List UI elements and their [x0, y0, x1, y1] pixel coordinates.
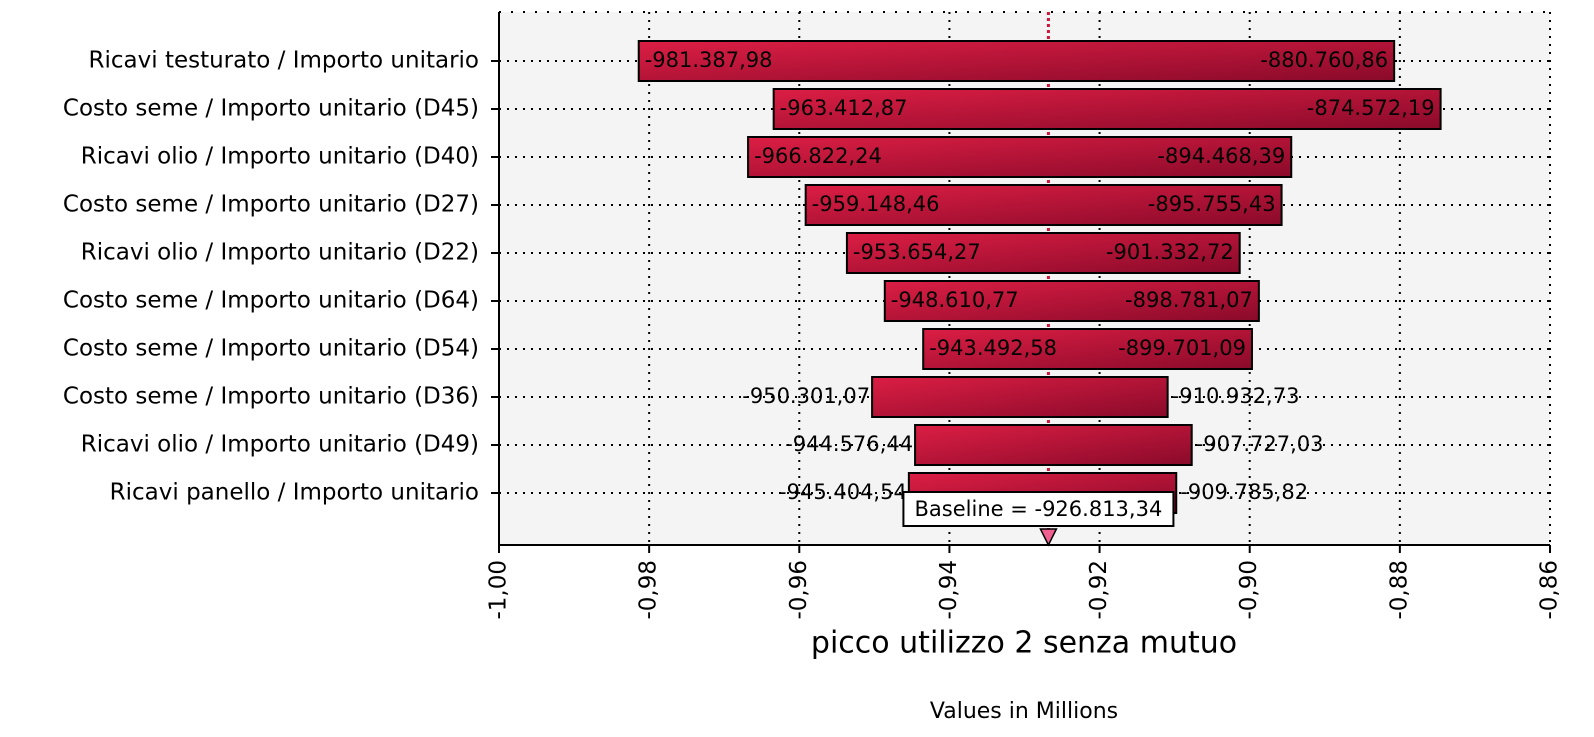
x-tick-label: -0,98 [636, 560, 662, 620]
value-label: -959.148,46 [812, 192, 940, 216]
value-label: -953.654,27 [853, 240, 981, 264]
y-tick-label: Ricavi testurato / Importo unitario [89, 48, 479, 74]
bar [922, 328, 1253, 370]
x-axis-title: picco utilizzo 2 senza mutuo [811, 626, 1237, 661]
value-label: -898.781,07 [1125, 288, 1253, 312]
value-label: -950.301,07 [742, 384, 870, 408]
bar [871, 376, 1169, 418]
baseline-marker [1039, 528, 1058, 547]
y-tick-label: Ricavi olio / Importo unitario (D40) [81, 144, 479, 170]
value-label: -945.404,54 [779, 480, 907, 504]
bar [914, 424, 1193, 466]
y-tick-label: Costo seme / Importo unitario (D54) [63, 336, 479, 362]
y-tick-label: Ricavi panello / Importo unitario [110, 480, 479, 506]
x-tick-label: -0,88 [1386, 560, 1412, 620]
x-tick-label: -0,94 [936, 560, 962, 620]
value-label: -943.492,58 [929, 336, 1057, 360]
value-label: -944.576,44 [785, 432, 913, 456]
value-label: -894.468,39 [1157, 144, 1285, 168]
value-label: -880.760,86 [1260, 48, 1388, 72]
y-tick-label: Costo seme / Importo unitario (D64) [63, 288, 479, 314]
baseline-box [902, 491, 1175, 527]
baseline-label: Baseline = -926.813,34 [915, 497, 1163, 521]
y-tick-label: Ricavi olio / Importo unitario (D22) [81, 240, 479, 266]
value-label: -907.727,03 [1196, 432, 1324, 456]
y-tick-label: Costo seme / Importo unitario (D36) [63, 384, 479, 410]
bar [772, 88, 1442, 130]
value-label: -895.755,43 [1148, 192, 1276, 216]
x-tick-label: -0,96 [786, 560, 812, 620]
x-tick-label: -0,92 [1086, 560, 1112, 620]
y-tick-label: Ricavi olio / Importo unitario (D49) [81, 432, 479, 458]
value-label: -963.412,87 [780, 96, 908, 120]
value-label: -874.572,19 [1307, 96, 1435, 120]
value-label: -966.822,24 [754, 144, 882, 168]
x-tick-label: -0,90 [1236, 560, 1262, 620]
bar [883, 280, 1260, 322]
y-tick-label: Costo seme / Importo unitario (D45) [63, 96, 479, 122]
x-tick-label: -1,00 [486, 560, 512, 620]
bar [804, 184, 1283, 226]
value-label: -899.701,09 [1118, 336, 1246, 360]
x-tick-label: -0,86 [1537, 560, 1563, 620]
y-tick-label: Costo seme / Importo unitario (D27) [63, 192, 479, 218]
x-axis-subtitle: Values in Millions [930, 699, 1118, 724]
value-label: -901.332,72 [1106, 240, 1234, 264]
bar [747, 136, 1293, 178]
value-label: -910.932,73 [1172, 384, 1300, 408]
bar [845, 232, 1241, 274]
value-label: -948.610,77 [891, 288, 1019, 312]
bar [637, 40, 1396, 82]
value-label: -981.387,98 [645, 48, 773, 72]
value-label: -909.785,82 [1180, 480, 1308, 504]
